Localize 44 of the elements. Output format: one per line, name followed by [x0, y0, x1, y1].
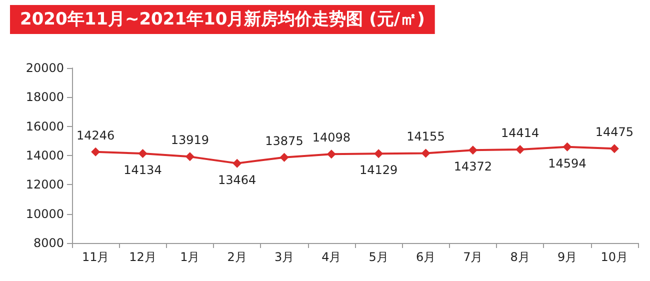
x-tick-label: 2月	[227, 250, 247, 264]
point	[326, 150, 336, 159]
x-tick-label: 3月	[274, 250, 294, 264]
x-tick-label: 1月	[180, 250, 200, 264]
data-label: 13464	[218, 172, 256, 187]
data-label: 13919	[170, 133, 210, 148]
point	[468, 146, 478, 155]
x-tick-label: 12月	[129, 250, 156, 264]
x-tick-label: 11月	[82, 250, 110, 264]
data-label: 13875	[265, 134, 304, 148]
point	[374, 149, 384, 158]
x-tick-label: 4月	[322, 250, 342, 264]
data-label: 14098	[312, 130, 351, 145]
y-tick-label: 20000	[26, 61, 64, 75]
point	[280, 152, 289, 162]
point	[91, 147, 100, 156]
point	[610, 144, 619, 154]
y-tick-label: 14000	[26, 148, 64, 162]
data-label: 14475	[595, 125, 634, 140]
point	[421, 148, 430, 158]
data-label: 14594	[548, 156, 586, 170]
data-label: 14155	[406, 130, 445, 144]
chart-title: 2020年11月~2021年10月新房均价走势图 (元/㎡)	[20, 10, 425, 30]
point	[516, 144, 525, 154]
data-label: 14129	[359, 163, 398, 178]
y-tick-label: 10000	[26, 206, 64, 221]
point	[185, 152, 194, 162]
point	[232, 158, 242, 168]
y-tick-label: 16000	[26, 119, 64, 134]
y-tick-label: 18000	[26, 90, 64, 104]
y-tick-label: 12000	[26, 178, 64, 192]
data-label: 14134	[124, 163, 162, 178]
data-label: 14372	[454, 160, 492, 174]
x-tick-label: 8月	[510, 250, 530, 264]
point	[138, 149, 148, 158]
x-tick-label: 6月	[416, 250, 436, 264]
data-label: 14414	[500, 126, 540, 140]
x-tick-label: 10月	[600, 250, 628, 264]
x-tick-label: 7月	[463, 250, 483, 264]
x-tick-label: 5月	[368, 250, 388, 264]
y-tick-label: 8000	[33, 236, 64, 250]
point	[562, 142, 572, 152]
data-label: 14246	[76, 128, 115, 142]
x-tick-label: 9月	[557, 250, 578, 264]
